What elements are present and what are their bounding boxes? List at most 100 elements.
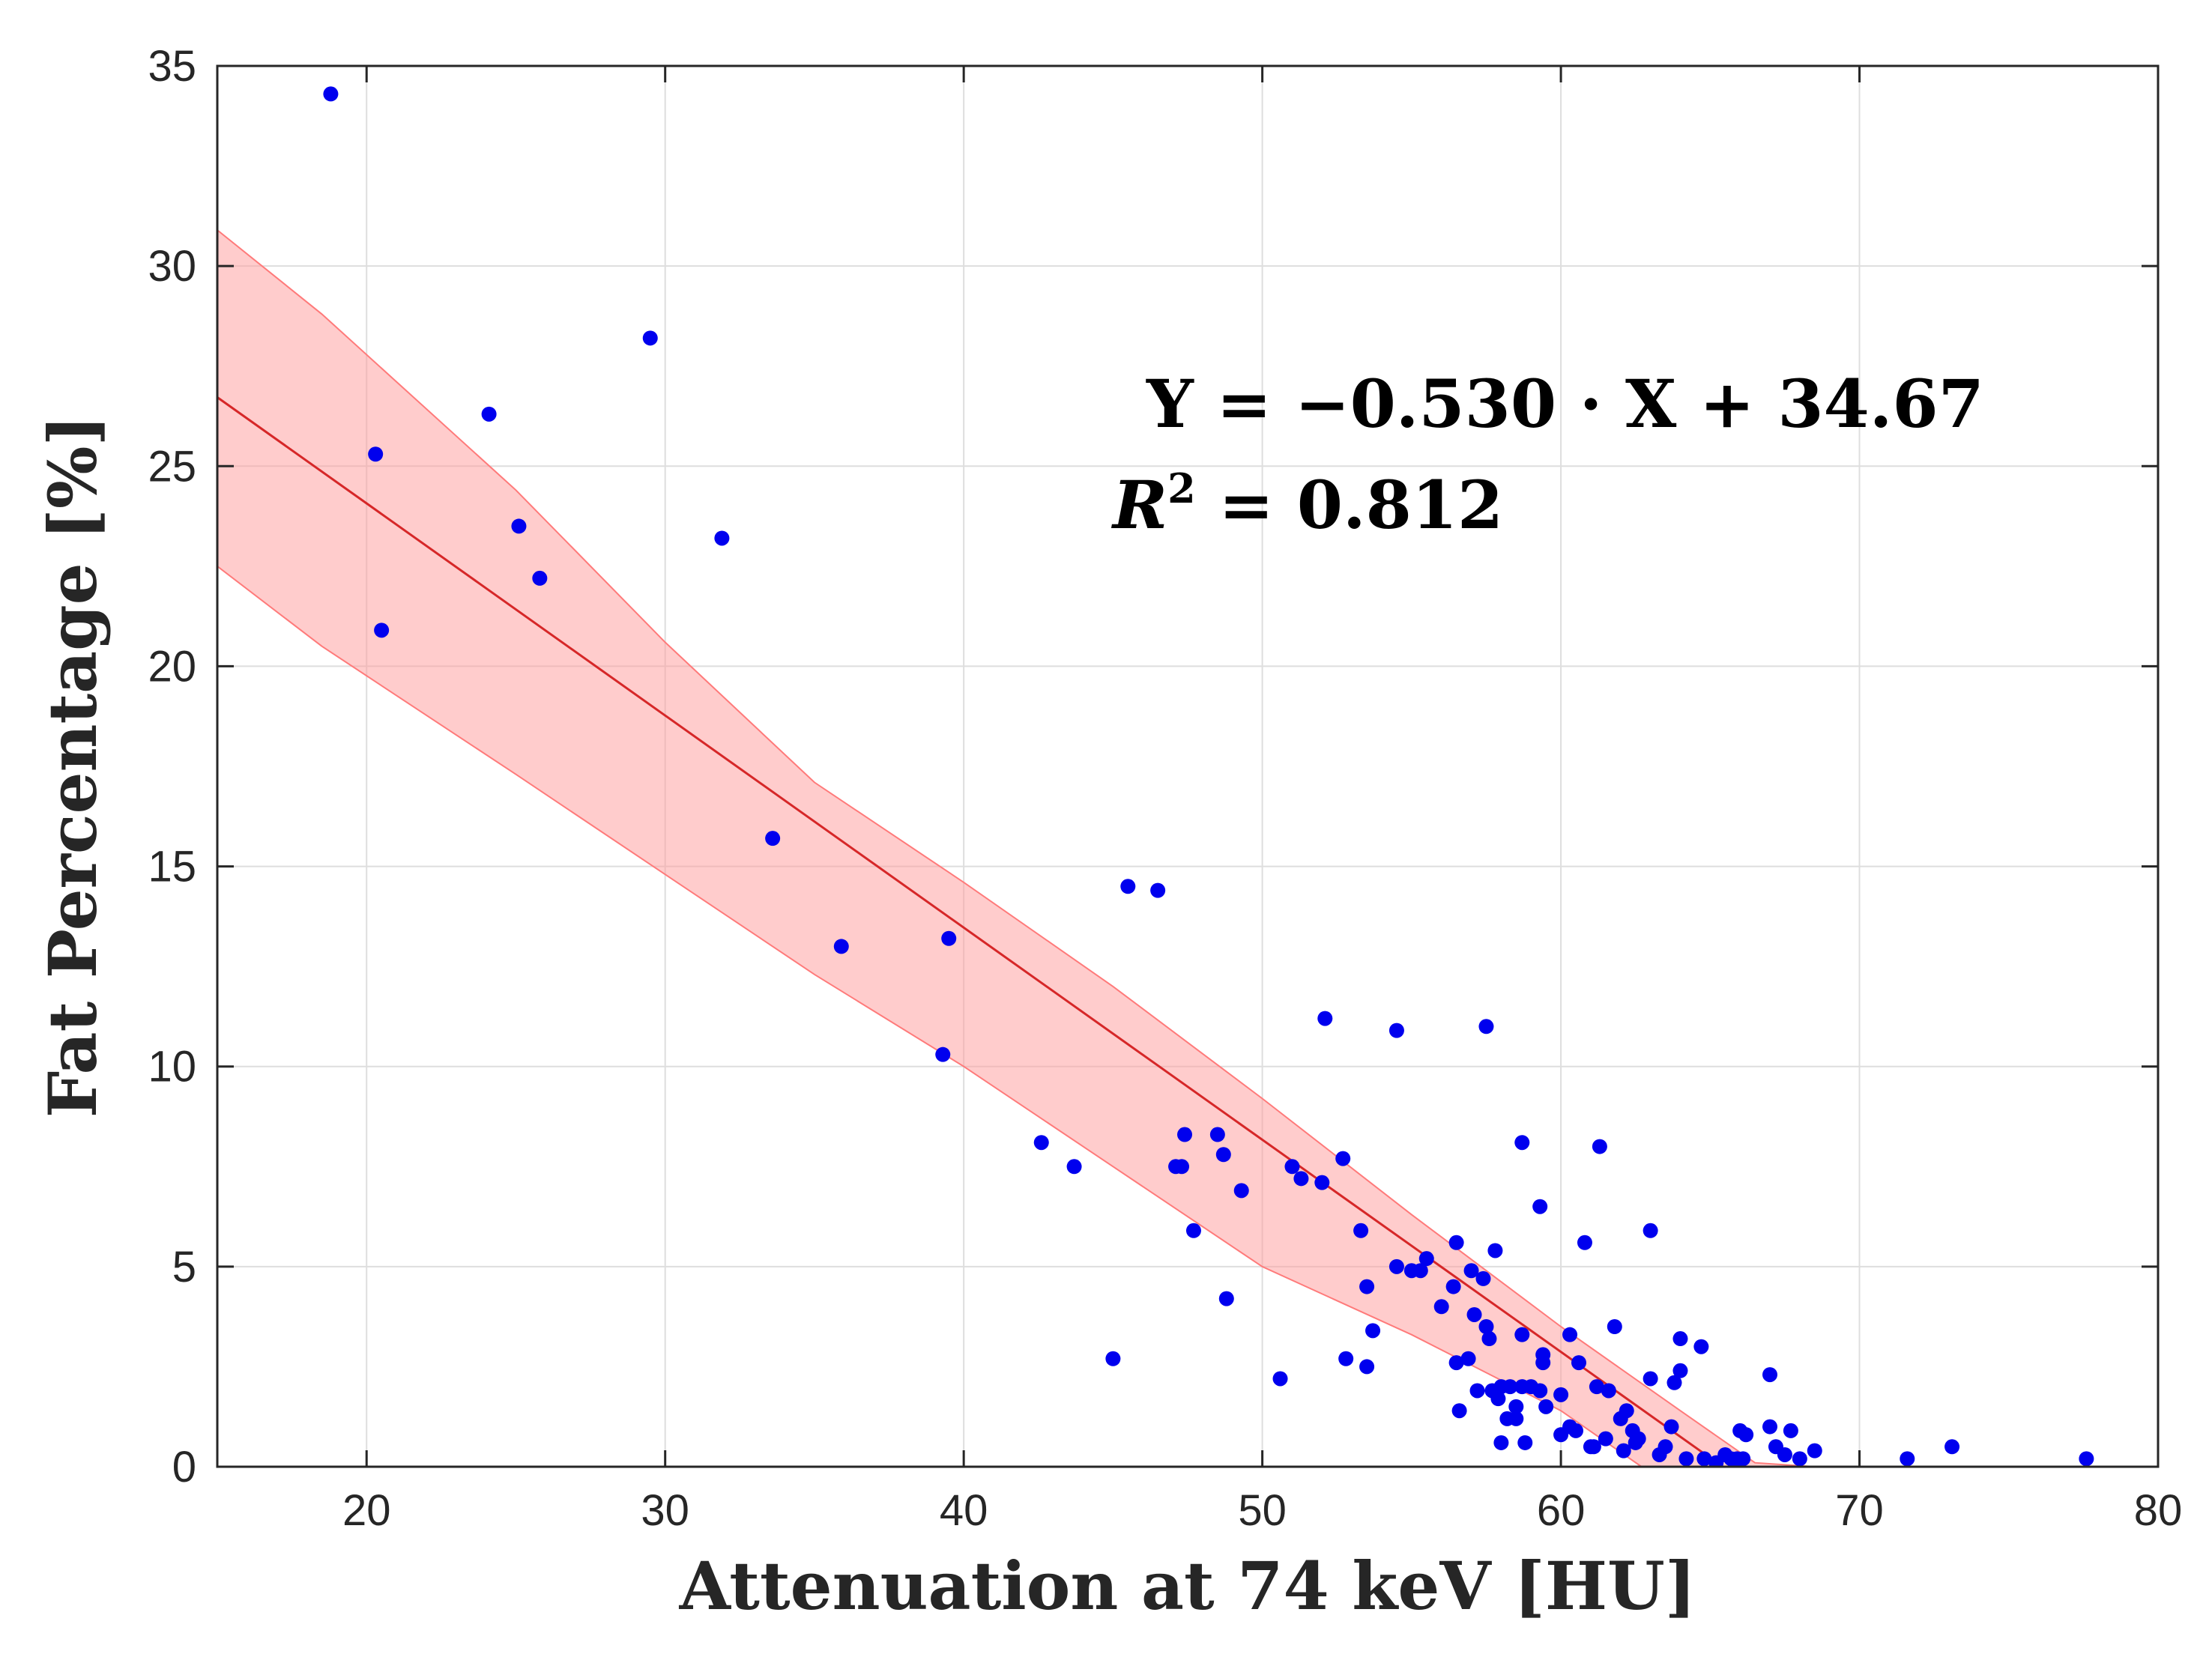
data-point — [1174, 1159, 1190, 1175]
y-tick-label: 35 — [148, 42, 196, 91]
data-point — [1735, 1451, 1751, 1467]
y-tick-label: 5 — [172, 1243, 196, 1291]
data-point — [511, 518, 527, 534]
equation-rhs: −0.530 · X + 34.67 — [1295, 365, 1984, 443]
y-tick-label: 20 — [148, 642, 196, 691]
data-point — [1314, 1175, 1330, 1190]
data-point — [1460, 1351, 1476, 1366]
data-point — [1562, 1327, 1578, 1342]
data-point — [1209, 1127, 1225, 1142]
data-point — [1658, 1439, 1673, 1455]
data-point — [1338, 1351, 1354, 1366]
y-tick-label: 0 — [172, 1443, 196, 1491]
data-point — [374, 623, 390, 638]
data-point — [1448, 1235, 1464, 1250]
data-point — [1487, 1243, 1503, 1258]
data-point — [1335, 1151, 1351, 1166]
x-axis-ticks: 20 30 40 50 60 70 80 — [342, 66, 2182, 1535]
data-point — [323, 86, 339, 102]
y-tick-label: 10 — [148, 1043, 196, 1091]
data-point — [1532, 1199, 1548, 1214]
data-point — [1900, 1451, 1915, 1467]
data-point — [1598, 1431, 1613, 1447]
data-point — [714, 530, 730, 546]
x-tick-label: 60 — [1537, 1486, 1586, 1535]
data-point — [1607, 1319, 1622, 1334]
data-point — [1215, 1147, 1231, 1163]
data-point — [1678, 1451, 1694, 1467]
data-point — [1535, 1355, 1551, 1371]
x-axis-title: Attenuation at 74 keV [HU] — [679, 1547, 1696, 1625]
data-point — [1448, 1355, 1464, 1371]
data-point — [1105, 1351, 1121, 1366]
data-point — [1433, 1299, 1449, 1315]
data-point — [1568, 1423, 1583, 1438]
data-point — [1762, 1367, 1777, 1383]
data-point — [1508, 1411, 1524, 1426]
data-point — [532, 570, 548, 586]
x-tick-label: 50 — [1238, 1486, 1287, 1535]
data-point — [1532, 1383, 1548, 1399]
y-tick-label: 25 — [148, 442, 196, 491]
x-tick-label: 70 — [1835, 1486, 1884, 1535]
data-point — [935, 1046, 951, 1062]
data-point — [1762, 1419, 1777, 1435]
data-point — [1783, 1423, 1798, 1438]
data-point — [1388, 1023, 1404, 1038]
data-point — [1412, 1263, 1428, 1279]
data-points — [323, 86, 2094, 1467]
plot-frame — [216, 64, 2160, 1468]
data-point — [1517, 1435, 1533, 1450]
x-tick-label: 20 — [342, 1486, 391, 1535]
data-point — [1944, 1439, 1960, 1455]
x-tick-label: 40 — [940, 1486, 988, 1535]
data-point — [1631, 1431, 1646, 1447]
x-tick-label: 30 — [641, 1486, 689, 1535]
data-point — [765, 831, 781, 846]
data-point — [1553, 1387, 1569, 1402]
data-point — [1571, 1355, 1586, 1371]
data-point — [1463, 1263, 1479, 1279]
data-point — [1792, 1451, 1807, 1467]
r-squared-value: = 0.812 — [1196, 466, 1504, 544]
data-point — [1643, 1371, 1658, 1387]
data-point — [833, 939, 849, 954]
data-point — [1185, 1223, 1201, 1238]
y-tick-label: 30 — [148, 242, 196, 291]
data-point — [481, 406, 497, 422]
data-point — [1272, 1371, 1288, 1387]
regression-equation: Y = −0.530 · X + 34.67 — [1146, 365, 1984, 443]
r-squared: R2 = 0.812 — [1110, 464, 1503, 544]
data-point — [1066, 1159, 1082, 1175]
r-squared-exponent: 2 — [1167, 464, 1196, 512]
y-tick-label: 15 — [148, 843, 196, 891]
data-point — [1451, 1403, 1467, 1419]
data-point — [1672, 1363, 1688, 1378]
data-point — [1601, 1383, 1616, 1399]
data-point — [1502, 1379, 1518, 1395]
data-point — [1478, 1319, 1494, 1334]
data-point — [1317, 1011, 1333, 1026]
data-point — [1514, 1135, 1530, 1151]
data-point — [1693, 1339, 1709, 1354]
data-point — [1388, 1258, 1404, 1274]
data-point — [1514, 1327, 1530, 1342]
data-point — [2079, 1451, 2094, 1467]
data-point — [1359, 1359, 1375, 1375]
data-point — [642, 330, 658, 346]
data-point — [1365, 1323, 1381, 1339]
data-point — [1777, 1447, 1792, 1462]
data-point — [1508, 1399, 1524, 1414]
regression-line — [217, 396, 1723, 1467]
data-point — [1177, 1127, 1193, 1142]
data-point — [1359, 1279, 1375, 1294]
data-point — [1033, 1135, 1049, 1151]
data-point — [1293, 1171, 1309, 1187]
data-point — [1478, 1019, 1494, 1035]
data-point — [1672, 1331, 1688, 1347]
data-point — [1738, 1427, 1754, 1443]
data-point — [941, 930, 957, 946]
data-point — [1466, 1306, 1482, 1322]
data-point — [1592, 1139, 1607, 1154]
